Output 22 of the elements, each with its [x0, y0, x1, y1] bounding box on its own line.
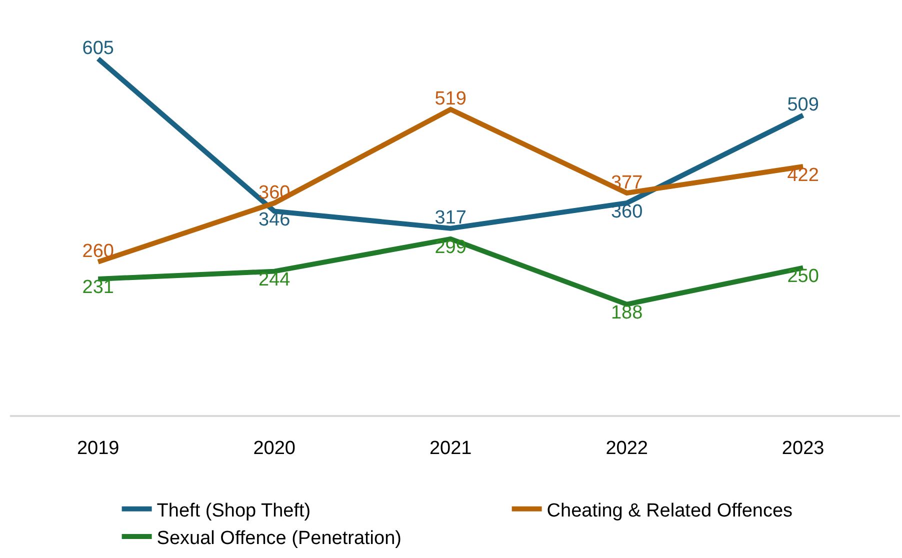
data-label: 260 [82, 241, 114, 262]
x-tick-label: 2020 [253, 438, 296, 459]
data-label: 519 [434, 88, 466, 110]
data-label: 346 [258, 210, 290, 231]
data-label: 250 [787, 266, 819, 288]
data-label: 360 [258, 182, 290, 204]
x-tick-label: 2019 [76, 438, 120, 459]
data-label: 605 [82, 38, 114, 59]
legend-label: Cheating & Related Offences [546, 500, 793, 522]
legend-label: Sexual Offence (Penetration) [156, 528, 402, 549]
data-label: 422 [787, 164, 819, 186]
x-tick-label: 2021 [429, 438, 472, 459]
x-tick-label: 2022 [606, 438, 648, 459]
data-label: 377 [610, 172, 643, 194]
data-label: 509 [787, 94, 819, 116]
data-label: 360 [610, 201, 643, 222]
data-label: 231 [82, 277, 114, 298]
legend-label: Theft (Shop Theft) [156, 500, 311, 522]
data-label: 317 [434, 208, 466, 229]
data-label: 188 [610, 302, 643, 324]
data-label: 244 [258, 270, 291, 291]
x-tick-label: 2023 [782, 438, 824, 459]
